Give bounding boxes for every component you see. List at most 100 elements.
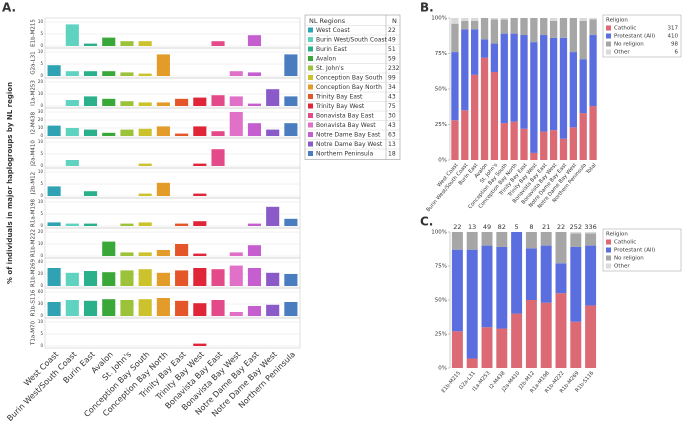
- bar: [120, 223, 134, 226]
- bar-segment: [511, 232, 523, 314]
- bar: [229, 96, 243, 106]
- bar-segment: [540, 232, 552, 246]
- row-frame: [44, 47, 301, 79]
- bar-segment: [500, 123, 508, 160]
- bar-segment: [500, 19, 508, 34]
- bar: [102, 132, 116, 136]
- bar: [247, 245, 262, 256]
- bar-segment: [585, 305, 597, 368]
- bar-segment: [530, 42, 538, 153]
- bar: [102, 272, 116, 286]
- count-label: 49: [483, 223, 491, 231]
- bar: [102, 241, 116, 256]
- legend-label: St. John's: [316, 65, 344, 72]
- y-tick-label: 20: [38, 117, 44, 122]
- bar-segment: [490, 71, 499, 160]
- bar: [138, 102, 152, 106]
- legend-frame: [602, 14, 682, 58]
- bar: [47, 268, 61, 286]
- bar: [120, 252, 134, 256]
- bar: [120, 129, 134, 136]
- bar-segment: [451, 23, 459, 53]
- y-tick-label: 0: [40, 43, 43, 48]
- bar: [47, 302, 61, 316]
- legend-count: 49: [388, 36, 396, 43]
- bar-segment: [570, 232, 582, 234]
- legend-swatch: [308, 65, 313, 71]
- bar: [247, 306, 262, 316]
- legend-swatch: [308, 27, 313, 33]
- legend-swatch: [308, 141, 313, 147]
- bar: [193, 221, 207, 226]
- y-tick-label: 30: [38, 301, 44, 306]
- legend-swatch: [308, 151, 313, 156]
- bar: [83, 129, 98, 136]
- legend-label: Trinity Bay West: [315, 103, 365, 110]
- bar: [266, 304, 280, 316]
- row-label: G2a-L31: [31, 51, 37, 74]
- y-tick-label: 5: [40, 31, 43, 36]
- row-label: R1b-M269: [31, 258, 37, 287]
- legend-label: Catholic: [614, 26, 636, 32]
- bar: [47, 186, 61, 196]
- legend-count: 51: [388, 46, 396, 53]
- bar-segment: [511, 313, 523, 368]
- bar: [193, 268, 207, 286]
- bar: [284, 123, 298, 136]
- row-frame: [44, 167, 301, 199]
- y-axis-title: % of individuals in major haplogroups by…: [6, 82, 14, 284]
- bar: [83, 71, 98, 76]
- legend-label: Other: [614, 264, 630, 270]
- bar-segment: [480, 39, 489, 58]
- row-label: R1a-M198: [31, 199, 37, 227]
- legend-label: Other: [614, 50, 630, 56]
- count-label: 13: [468, 223, 476, 231]
- bar-segment: [549, 20, 558, 38]
- bar-segment: [490, 43, 499, 72]
- bar: [138, 299, 152, 316]
- y-tick-label: 10: [38, 49, 44, 54]
- bar: [175, 244, 189, 256]
- bar-segment: [555, 263, 567, 294]
- bar: [120, 41, 134, 46]
- y-tick-label: 100%: [431, 16, 447, 22]
- panel-label: A.: [2, 1, 16, 15]
- bar: [156, 182, 170, 196]
- bar: [193, 163, 207, 166]
- y-tick-label: 0: [40, 343, 43, 348]
- legend-swatch: [308, 37, 313, 42]
- y-tick-label: 25%: [435, 122, 447, 128]
- legend-label: Bonavista Bay East: [316, 112, 374, 119]
- y-tick-label: 10: [38, 169, 44, 174]
- legend-frame: [602, 228, 682, 272]
- bar-segment: [570, 321, 582, 368]
- y-tick-label: 0: [40, 313, 43, 318]
- bar: [156, 54, 170, 76]
- bar: [65, 300, 79, 316]
- bar: [175, 223, 189, 226]
- bar: [247, 35, 262, 46]
- bar: [138, 163, 152, 166]
- legend-label: Protestant (All): [614, 34, 655, 40]
- legend-label: Conception Bay North: [316, 84, 382, 91]
- y-tick-label: 0: [40, 193, 43, 198]
- bar: [102, 299, 116, 316]
- bar: [102, 71, 116, 76]
- bar-segment: [589, 106, 597, 160]
- y-tick-label: 5: [40, 61, 43, 66]
- bar: [284, 218, 298, 226]
- y-tick-label: 5: [40, 211, 43, 216]
- bar-segment: [510, 121, 518, 160]
- bar: [65, 223, 79, 226]
- bar: [193, 126, 207, 136]
- legend-count: 22: [388, 27, 396, 34]
- bar: [138, 73, 152, 76]
- bar: [211, 131, 225, 136]
- legend-count: 410: [668, 34, 679, 40]
- bar: [284, 96, 298, 106]
- bar: [175, 300, 189, 316]
- legend-label: Protestant (All): [614, 248, 655, 254]
- count-label: 8: [529, 223, 533, 231]
- bar-segment: [569, 52, 577, 128]
- bar-segment: [520, 35, 528, 129]
